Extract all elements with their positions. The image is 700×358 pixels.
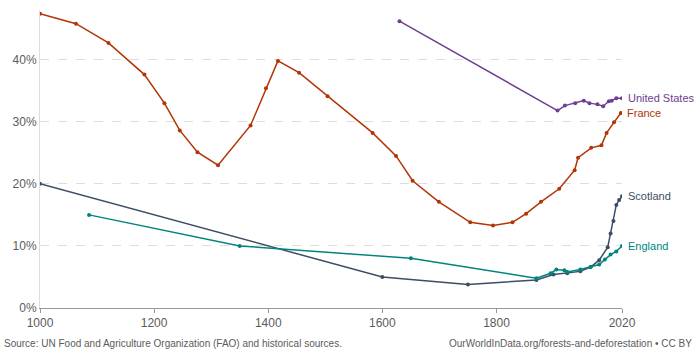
svg-text:0%: 0% xyxy=(19,301,37,315)
svg-text:France: France xyxy=(627,107,661,119)
svg-text:England: England xyxy=(628,240,668,252)
svg-text:1400: 1400 xyxy=(255,316,282,330)
svg-text:1600: 1600 xyxy=(369,316,396,330)
svg-text:2020: 2020 xyxy=(609,316,636,330)
svg-text:United States: United States xyxy=(628,92,695,104)
svg-text:10%: 10% xyxy=(13,239,37,253)
svg-text:Scotland: Scotland xyxy=(628,190,671,202)
svg-text:30%: 30% xyxy=(13,115,37,129)
svg-text:40%: 40% xyxy=(13,53,37,67)
svg-text:1800: 1800 xyxy=(483,316,510,330)
svg-text:20%: 20% xyxy=(13,177,37,191)
svg-text:Source: UN Food and Agricultur: Source: UN Food and Agriculture Organiza… xyxy=(4,338,342,349)
svg-text:1000: 1000 xyxy=(27,316,54,330)
svg-text:OurWorldInData.org/forests-and: OurWorldInData.org/forests-and-deforesta… xyxy=(449,338,692,349)
svg-text:1200: 1200 xyxy=(141,316,168,330)
